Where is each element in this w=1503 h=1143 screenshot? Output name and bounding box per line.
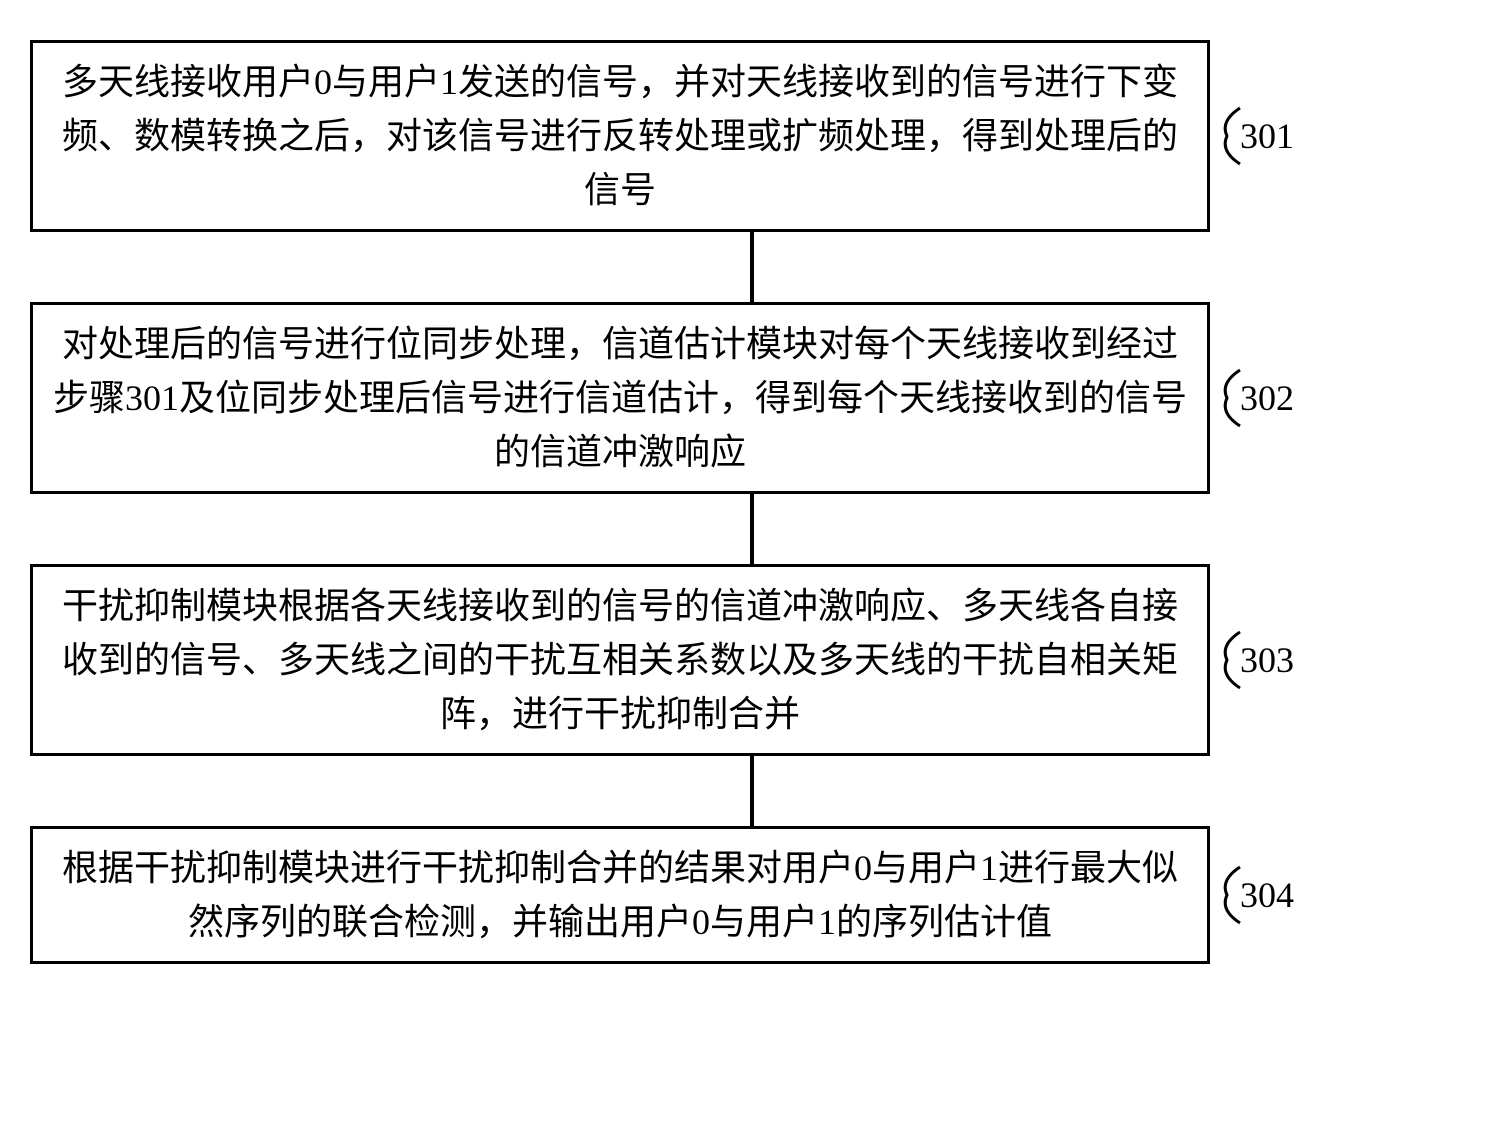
connector-3 (750, 756, 754, 826)
step-text-304: 根据干扰抑制模块进行干扰抑制合并的结果对用户0与用户1进行最大似然序列的联合检测… (53, 841, 1187, 949)
step-row-304: 根据干扰抑制模块进行干扰抑制合并的结果对用户0与用户1进行最大似然序列的联合检测… (30, 826, 1473, 964)
step-text-302: 对处理后的信号进行位同步处理，信道估计模块对每个天线接收到经过步骤301及位同步… (53, 317, 1187, 479)
step-text-301: 多天线接收用户0与用户1发送的信号，并对天线接收到的信号进行下变频、数模转换之后… (53, 55, 1187, 217)
step-row-301: 多天线接收用户0与用户1发送的信号，并对天线接收到的信号进行下变频、数模转换之后… (30, 40, 1473, 232)
step-label-302: 302 (1240, 377, 1294, 419)
curve-icon (1212, 865, 1242, 925)
step-row-302: 对处理后的信号进行位同步处理，信道估计模块对每个天线接收到经过步骤301及位同步… (30, 302, 1473, 494)
step-label-303: 303 (1240, 639, 1294, 681)
step-row-303: 干扰抑制模块根据各天线接收到的信号的信道冲激响应、多天线各自接收到的信号、多天线… (30, 564, 1473, 756)
step-id-302: 302 (1240, 378, 1294, 418)
step-box-301: 多天线接收用户0与用户1发送的信号，并对天线接收到的信号进行下变频、数模转换之后… (30, 40, 1210, 232)
step-label-304: 304 (1240, 874, 1294, 916)
connector-1 (750, 232, 754, 302)
curve-icon (1212, 630, 1242, 690)
step-box-303: 干扰抑制模块根据各天线接收到的信号的信道冲激响应、多天线各自接收到的信号、多天线… (30, 564, 1210, 756)
step-label-301: 301 (1240, 115, 1294, 157)
curve-icon (1212, 368, 1242, 428)
step-id-304: 304 (1240, 875, 1294, 915)
step-id-303: 303 (1240, 640, 1294, 680)
step-box-304: 根据干扰抑制模块进行干扰抑制合并的结果对用户0与用户1进行最大似然序列的联合检测… (30, 826, 1210, 964)
step-box-302: 对处理后的信号进行位同步处理，信道估计模块对每个天线接收到经过步骤301及位同步… (30, 302, 1210, 494)
step-id-301: 301 (1240, 116, 1294, 156)
flowchart-container: 多天线接收用户0与用户1发送的信号，并对天线接收到的信号进行下变频、数模转换之后… (30, 40, 1473, 964)
connector-2 (750, 494, 754, 564)
step-text-303: 干扰抑制模块根据各天线接收到的信号的信道冲激响应、多天线各自接收到的信号、多天线… (53, 579, 1187, 741)
curve-icon (1212, 106, 1242, 166)
